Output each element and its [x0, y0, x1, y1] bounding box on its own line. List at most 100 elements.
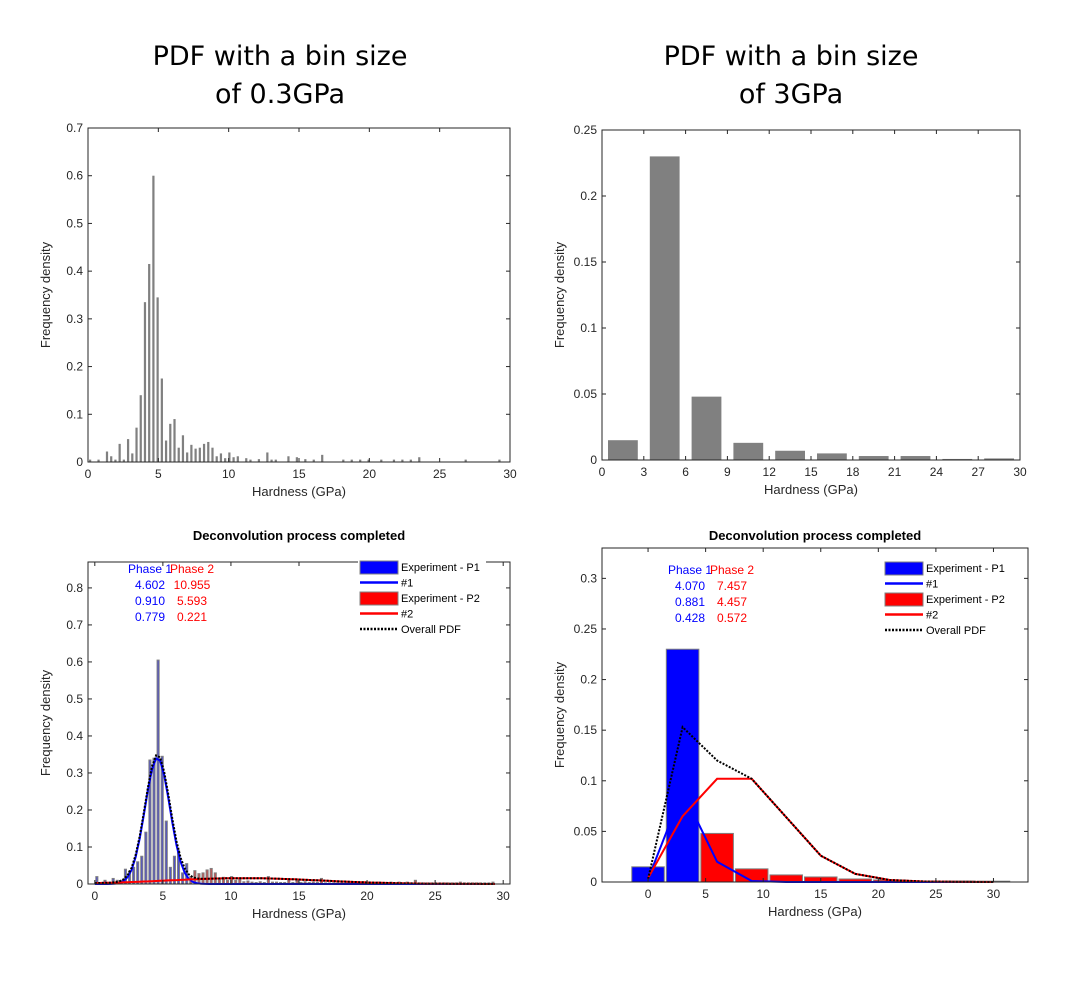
x-tick-label: 3	[640, 465, 647, 479]
x-tick-label: 10	[757, 887, 771, 901]
fit-curve-1	[647, 788, 994, 883]
histogram-bar	[152, 175, 155, 462]
histogram-bar	[817, 453, 847, 460]
phase-1-value: 0.910	[135, 594, 165, 608]
x-tick-label: 24	[930, 465, 944, 479]
histogram-bar	[110, 456, 113, 462]
x-tick-label: 21	[888, 465, 902, 479]
experiment-p1-bar	[168, 866, 172, 885]
experiment-p2-bar	[209, 867, 213, 885]
x-tick-label: 5	[155, 467, 162, 481]
histogram-bar	[160, 378, 163, 462]
histogram-bar	[89, 459, 92, 462]
experiment-p1-bar	[156, 659, 160, 885]
phase-1-value: 4.602	[135, 578, 165, 592]
histogram-bar	[295, 457, 298, 462]
y-tick-label: 0	[590, 875, 597, 889]
x-tick-label: 15	[292, 889, 306, 903]
y-tick-label: 0.3	[66, 766, 83, 780]
histogram-bar	[304, 459, 307, 462]
x-tick-label: 10	[222, 467, 236, 481]
y-tick-label: 0.1	[66, 840, 83, 854]
experiment-p1-bar	[144, 831, 148, 885]
phase-1-value: 0.881	[675, 595, 705, 609]
x-axis-label: Hardness (GPa)	[764, 482, 858, 497]
x-tick-label: 15	[804, 465, 818, 479]
x-tick-label: 0	[91, 889, 98, 903]
y-tick-label: 0.2	[66, 360, 83, 374]
x-tick-label: 15	[292, 467, 306, 481]
y-tick-label: 0.05	[574, 824, 598, 838]
legend-label: Experiment - P2	[926, 594, 1005, 606]
histogram-bar	[148, 263, 151, 462]
x-tick-label: 25	[428, 889, 442, 903]
histogram-bar	[900, 456, 931, 460]
histogram-bar	[359, 459, 362, 462]
histogram-bar	[114, 459, 117, 462]
y-tick-label: 0.7	[66, 121, 83, 135]
x-tick-label: 15	[814, 887, 828, 901]
histogram-bar	[321, 454, 324, 462]
phase-1-header: Phase 1	[128, 562, 172, 576]
y-axis-label: Frequency density	[38, 241, 53, 348]
x-tick-label: 5	[702, 887, 709, 901]
histogram-bar	[733, 442, 764, 460]
histogram-bar	[984, 458, 1014, 460]
legend-label: #1	[401, 578, 413, 590]
y-tick-label: 0.2	[580, 673, 597, 687]
phase-2-value: 4.457	[717, 595, 747, 609]
phase-2-value: 7.457	[717, 579, 747, 593]
x-tick-label: 30	[987, 887, 1001, 901]
legend-label: Experiment - P2	[401, 593, 480, 605]
histogram-bar	[194, 448, 197, 462]
x-tick-label: 30	[503, 467, 517, 481]
experiment-p1-bar	[152, 757, 156, 885]
histogram-bar	[181, 435, 185, 462]
phase-2-value: 0.572	[717, 611, 747, 625]
x-tick-label: 0	[85, 467, 92, 481]
y-tick-label: 0.3	[66, 312, 83, 326]
histogram-bar	[287, 456, 290, 462]
phase-1-value: 0.428	[675, 611, 705, 625]
histogram-bar	[105, 451, 109, 462]
x-tick-label: 5	[160, 889, 167, 903]
left-heading: PDF with a bin size of 0.3GPa	[70, 38, 490, 114]
histogram-bar	[224, 458, 227, 462]
y-tick-label: 0.4	[66, 264, 83, 278]
histogram-bar	[649, 156, 680, 460]
legend-label: #2	[926, 610, 938, 622]
y-axis-label: Frequency density	[552, 241, 567, 348]
x-tick-label: 10	[224, 889, 238, 903]
left-heading-line-1: PDF with a bin size	[152, 41, 408, 72]
histogram-bar	[177, 447, 180, 462]
y-tick-label: 0.2	[580, 189, 597, 203]
legend-swatch-experiment-p2	[884, 592, 924, 607]
histogram-bar	[228, 452, 231, 462]
histogram-bar	[169, 423, 172, 462]
experiment-p1-bar	[665, 648, 700, 883]
x-tick-label: 25	[433, 467, 447, 481]
y-tick-label: 0	[76, 455, 83, 469]
histogram-bar	[118, 443, 121, 462]
histogram-bar	[342, 459, 345, 462]
histogram-bar	[97, 459, 100, 462]
legend-label: Overall PDF	[926, 625, 986, 637]
x-tick-label: 20	[363, 467, 377, 481]
phase-1-value: 0.779	[135, 610, 165, 624]
y-tick-label: 0.1	[580, 321, 597, 335]
histogram-bar	[380, 459, 383, 462]
plot-frame	[87, 127, 511, 463]
legend-label: Overall PDF	[401, 624, 461, 636]
experiment-p1-bar	[181, 872, 185, 885]
phase-1-header: Phase 1	[668, 563, 712, 577]
legend-label: Experiment - P1	[926, 563, 1005, 575]
x-tick-label: 30	[497, 889, 511, 903]
y-tick-label: 0.8	[66, 581, 83, 595]
right-heading: PDF with a bin size of 3GPa	[581, 38, 1001, 114]
chart-title: Deconvolution process completed	[709, 528, 921, 543]
phase-1-value: 4.070	[675, 579, 705, 593]
plot-frame	[601, 547, 1029, 883]
histogram-bar	[942, 458, 973, 460]
x-tick-label: 12	[763, 465, 777, 479]
y-tick-label: 0.3	[580, 571, 597, 585]
